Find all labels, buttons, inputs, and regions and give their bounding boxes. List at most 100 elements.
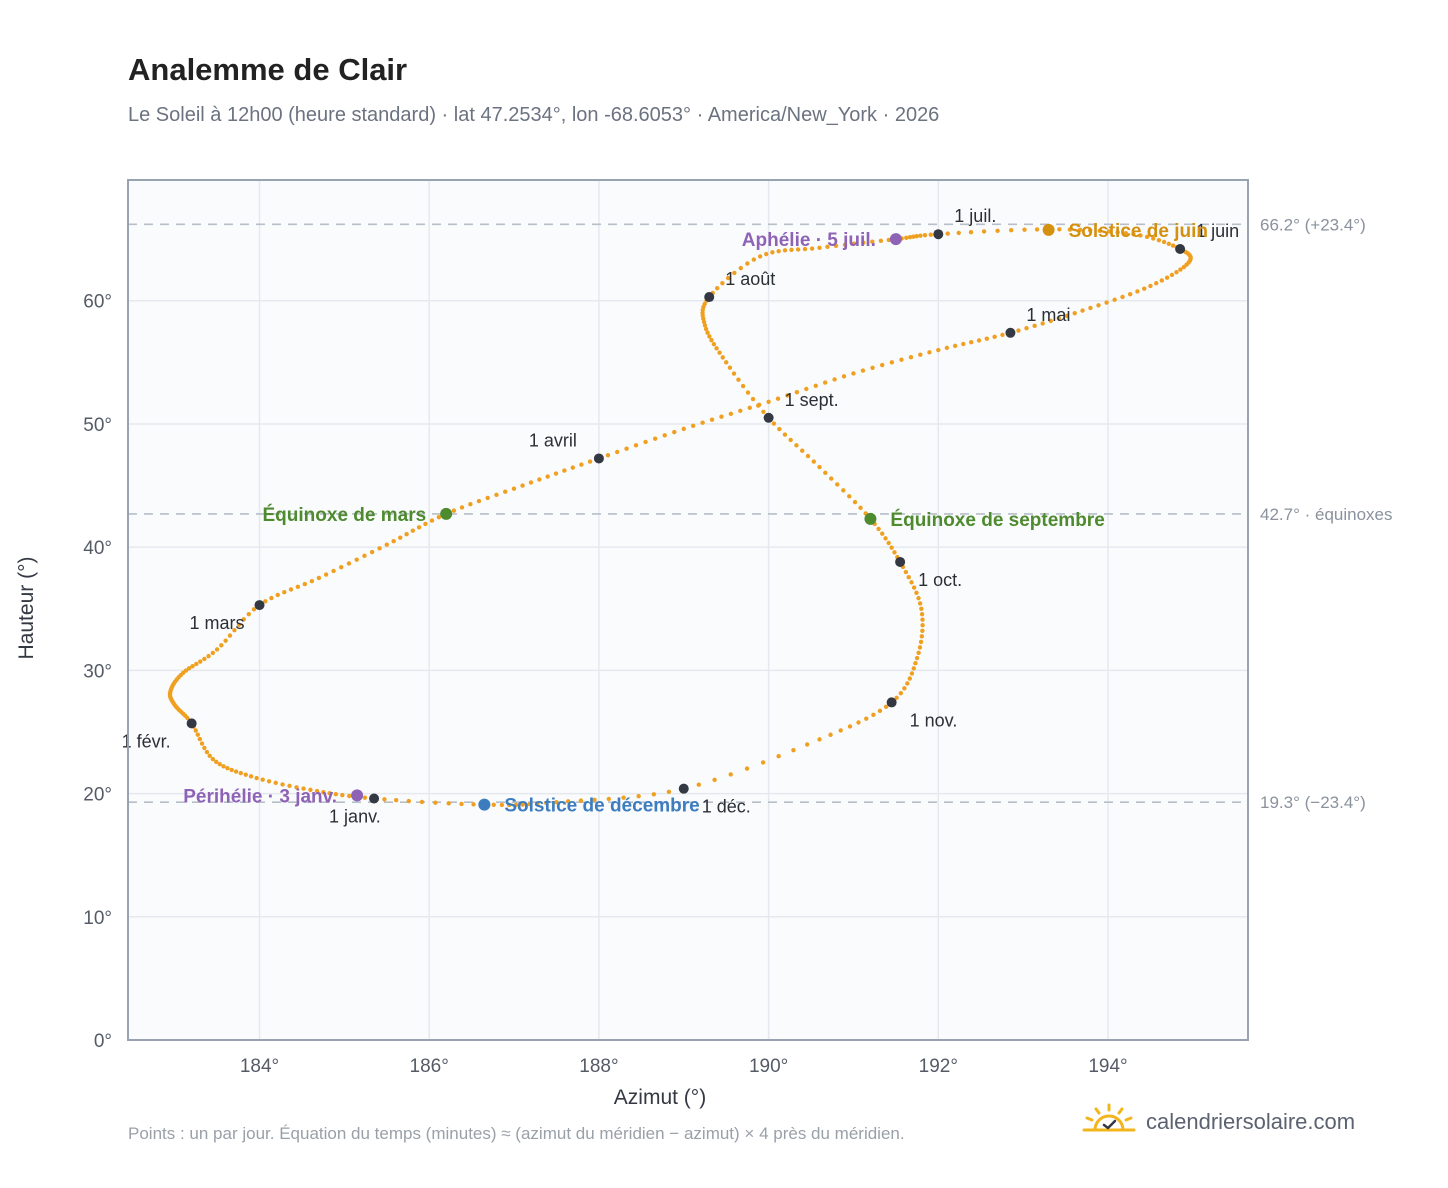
day-point: [757, 254, 763, 259]
day-point: [956, 230, 961, 236]
day-point: [578, 798, 584, 803]
day-point: [738, 265, 743, 271]
day-point: [520, 802, 525, 807]
day-point: [700, 420, 705, 425]
day-point: [1032, 323, 1037, 329]
day-point: [260, 777, 265, 782]
day-point: [652, 436, 658, 441]
day-point: [898, 690, 904, 696]
day-point: [899, 357, 904, 362]
day-point: [362, 795, 368, 800]
day-point: [841, 374, 847, 379]
day-point: [202, 745, 207, 751]
day-point: [702, 323, 708, 328]
day-point: [346, 561, 352, 566]
day-point: [606, 796, 612, 802]
event-marker: [351, 789, 364, 802]
day-point: [233, 769, 239, 774]
day-point: [852, 499, 858, 505]
reference-line-label: 66.2° (+23.4°): [1260, 215, 1366, 234]
day-point: [907, 235, 913, 240]
day-point: [802, 246, 808, 252]
day-point: [707, 334, 712, 339]
day-point: [476, 498, 482, 504]
analemma-curve: [167, 227, 1193, 808]
day-point: [362, 553, 367, 559]
day-point: [340, 792, 345, 798]
day-point: [1161, 239, 1167, 245]
day-point: [766, 399, 771, 404]
day-point: [1056, 316, 1062, 321]
month-label: 1 oct.: [918, 570, 962, 590]
day-point: [186, 666, 192, 671]
day-point: [817, 737, 822, 742]
event-marker: [1042, 223, 1055, 236]
day-point: [858, 505, 863, 511]
day-point: [1178, 267, 1183, 272]
event-marker: [889, 233, 902, 246]
day-point: [1072, 311, 1077, 316]
day-point: [248, 774, 254, 779]
day-point: [728, 772, 733, 777]
day-point: [1123, 230, 1129, 236]
day-point: [451, 508, 457, 513]
day-point: [309, 578, 315, 584]
day-point: [491, 802, 496, 808]
day-point: [800, 448, 805, 453]
day-point: [565, 799, 571, 804]
day-point: [410, 528, 416, 533]
event-label: Aphélie · 5 juil.: [742, 230, 876, 251]
day-point: [804, 742, 810, 747]
month-marker: [933, 229, 944, 240]
day-point: [736, 377, 741, 382]
day-point: [1000, 332, 1005, 338]
day-point: [913, 661, 918, 666]
y-tick-label: 30°: [83, 661, 112, 682]
day-point: [302, 581, 308, 587]
day-point: [928, 232, 933, 237]
day-point: [1131, 232, 1136, 237]
day-point: [883, 704, 889, 709]
month-label: 1 févr.: [122, 731, 171, 751]
day-point: [738, 408, 743, 414]
day-point: [503, 489, 508, 494]
day-point: [238, 770, 243, 776]
day-point: [354, 557, 359, 562]
month-marker: [1175, 243, 1186, 254]
day-point: [287, 783, 292, 789]
day-point: [788, 437, 793, 443]
day-point: [316, 575, 322, 581]
day-point: [587, 459, 593, 464]
day-point: [1159, 278, 1165, 283]
day-point: [633, 443, 639, 448]
day-point: [703, 326, 709, 332]
day-point: [282, 589, 287, 595]
reference-lines: 66.2° (+23.4°) 42.7° · équinoxes 19.3° (−2…: [128, 215, 1393, 812]
day-point: [914, 233, 919, 239]
brand[interactable]: calendriersolaire.com: [1082, 1102, 1355, 1142]
day-point: [225, 766, 230, 771]
day-point: [666, 789, 672, 794]
day-point: [382, 797, 387, 802]
day-point: [183, 668, 189, 673]
day-point: [398, 535, 403, 540]
day-point: [406, 798, 411, 804]
day-point: [210, 650, 216, 656]
day-point: [732, 270, 737, 276]
day-point: [889, 360, 895, 365]
day-point: [981, 229, 987, 234]
day-point: [883, 536, 888, 541]
day-point: [210, 756, 216, 762]
y-tick-label: 20°: [83, 785, 112, 806]
day-point: [909, 671, 915, 676]
day-point: [770, 250, 775, 255]
day-point: [506, 802, 512, 808]
day-point: [194, 661, 199, 667]
day-point: [404, 531, 409, 537]
day-point: [761, 409, 766, 415]
day-point: [1022, 227, 1027, 232]
day-point: [715, 286, 720, 291]
day-point: [280, 782, 285, 787]
x-tick-label: 188°: [579, 1056, 618, 1077]
